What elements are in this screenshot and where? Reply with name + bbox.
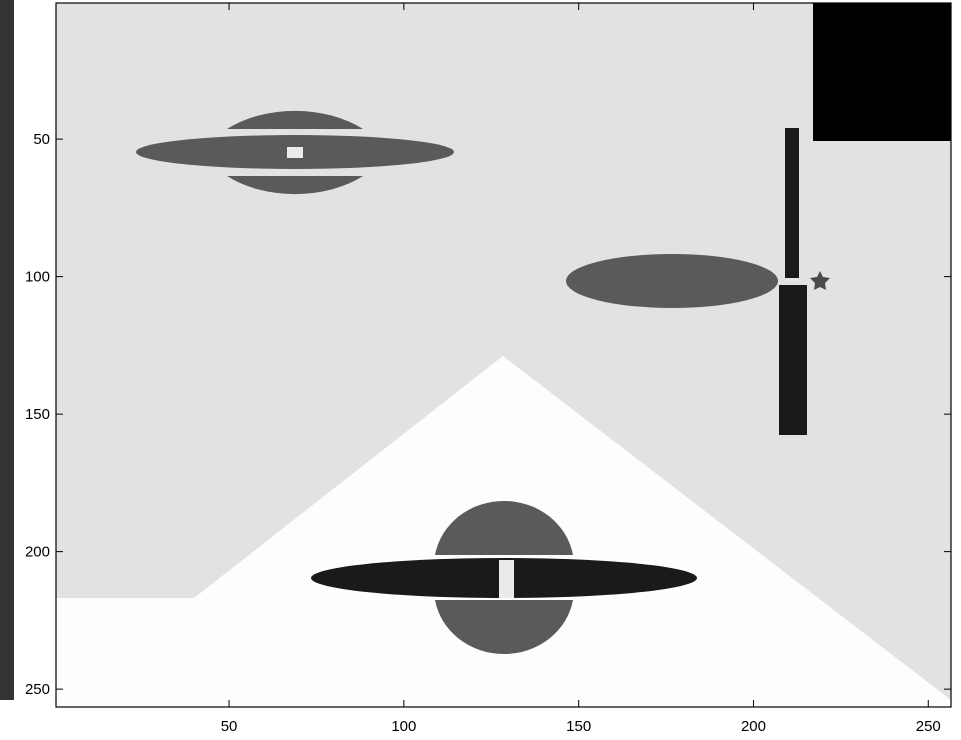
plot-frame [55,2,952,708]
x-tick-label: 250 [916,718,941,735]
x-tick-label: 50 [221,718,238,735]
y-axis: 50 100 150 200 250 [25,131,951,698]
y-tick-label: 100 [25,269,50,286]
saucer-top-left [136,110,454,195]
black-square [813,3,951,141]
y-tick-label: 150 [25,406,50,423]
y-tick-label: 250 [25,681,50,698]
x-tick-label: 100 [391,718,416,735]
x-axis: 50 100 150 200 250 [221,3,941,735]
y-tick-label: 200 [25,544,50,561]
ellipse-right [566,254,778,308]
x-tick-label: 150 [566,718,591,735]
vertical-bar-group [779,128,830,435]
saucer-bottom [311,500,697,655]
left-image-strip [0,0,14,700]
x-tick-label: 200 [741,718,766,735]
y-tick-label: 50 [33,131,50,148]
